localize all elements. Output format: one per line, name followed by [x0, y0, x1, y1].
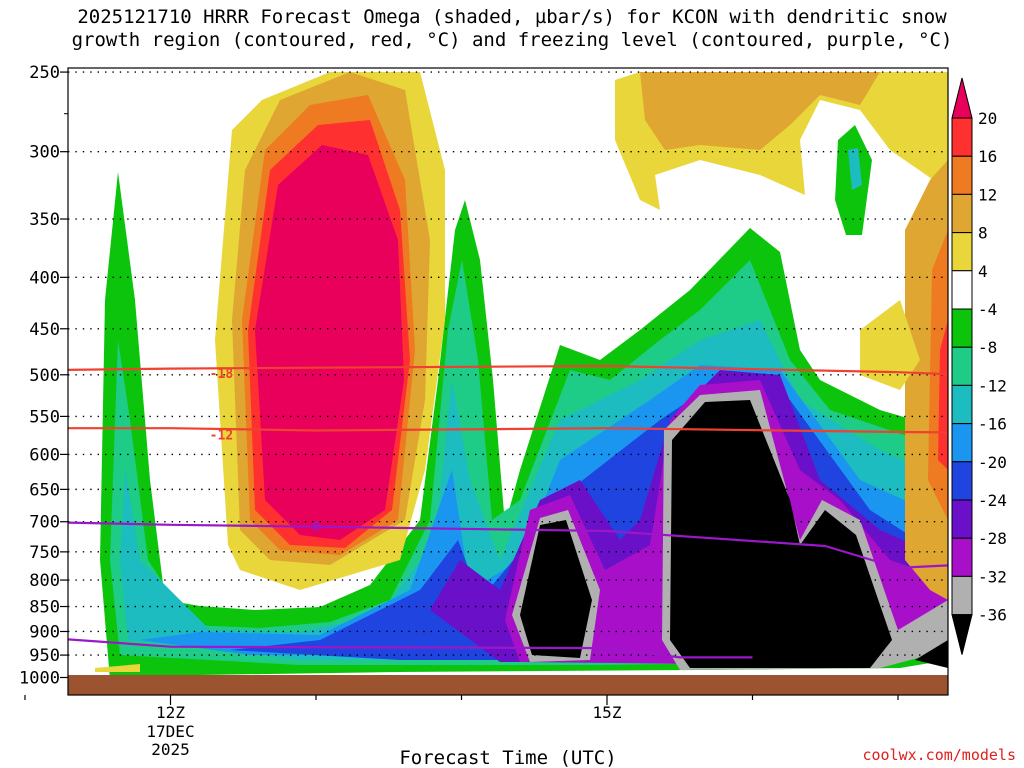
- y-tick-label-400: 400: [29, 268, 60, 288]
- freezing-level-contour: [68, 521, 948, 569]
- y-tick-label-850: 850: [29, 598, 60, 618]
- temperature-contours: -18-12-120: [68, 364, 948, 659]
- y-tick-label-450: 450: [29, 320, 60, 340]
- title-line-2: growth region (contoured, red, °C) and f…: [71, 29, 953, 51]
- time-axis: 12Z17DEC202515Z18Z21Z00Z18DEC03ZForecast…: [24, 695, 899, 768]
- omega-upper-neg-2: [848, 148, 862, 190]
- x-axis-label: Forecast Time (UTC): [399, 747, 616, 768]
- colorbar-label: -16: [978, 415, 1007, 434]
- colorbar-label: 12: [978, 185, 997, 204]
- y-tick-label-750: 750: [29, 543, 60, 563]
- colorbar-swatch: [951, 537, 973, 577]
- x-tick-label: 15Z: [593, 703, 622, 722]
- x-tick-year: 2025: [151, 740, 190, 759]
- dgz-isotherm--18: [68, 364, 948, 376]
- y-tick-label-250: 250: [29, 63, 60, 83]
- y-tick-label-650: 650: [29, 480, 60, 500]
- pressure-gridlines: [68, 71, 948, 679]
- colorbar-swatch: [951, 461, 973, 501]
- y-tick-label-500: 500: [29, 366, 60, 386]
- omega-sfc-pos: [95, 664, 140, 672]
- freezing-level-label: 0: [312, 520, 320, 535]
- colorbar-swatch: [951, 270, 973, 310]
- omega-upper-pos-8: [640, 72, 880, 150]
- colorbar-swatch: [951, 155, 973, 195]
- title-line-1: 2025121710 HRRR Forecast Omega (shaded, …: [77, 6, 947, 28]
- omega-upper-right-pos: [860, 300, 920, 390]
- omega-band-pos-20: [255, 145, 404, 540]
- colorbar-swatch: [951, 499, 973, 539]
- colorbar-label: -32: [978, 567, 1007, 586]
- omega-core--36b: [670, 400, 892, 668]
- dgz-label--18: -18: [210, 367, 234, 382]
- colorbar-swatch: [951, 575, 973, 616]
- y-tick-label-300: 300: [29, 143, 60, 163]
- dgz-isotherm--12: [68, 427, 948, 434]
- x-tick-label: 12Z: [156, 703, 185, 722]
- pressure-axis: 250 300 350 400 450 500 550 600 650 700 750 800 850 9…: [19, 63, 68, 689]
- colorbar-label: -20: [978, 453, 1007, 472]
- colorbar-label: 4: [978, 262, 988, 281]
- y-tick-label-700: 700: [29, 513, 60, 533]
- colorbar-swatch: [951, 77, 973, 119]
- omega-core--36a: [520, 520, 592, 658]
- colorbar-label: -4: [978, 300, 997, 319]
- freezing-level-contour-lower: [68, 638, 753, 659]
- credit-link[interactable]: coolwx.com/models: [862, 746, 1016, 764]
- terrain-surface: [68, 675, 948, 695]
- x-tick-date: 17DEC: [146, 722, 194, 741]
- y-tick-label-800: 800: [29, 571, 60, 591]
- colorbar-label: 8: [978, 224, 988, 243]
- colorbar-swatch: [951, 346, 973, 386]
- colorbar-swatch: [951, 117, 973, 157]
- y-tick-label-350: 350: [29, 210, 60, 230]
- y-tick-label-550: 550: [29, 407, 60, 427]
- colorbar-swatch: [951, 308, 973, 348]
- y-tick-label-950: 950: [29, 646, 60, 666]
- colorbar-swatch: [951, 614, 973, 655]
- colorbar-label: -28: [978, 529, 1007, 548]
- y-tick-label-600: 600: [29, 445, 60, 465]
- colorbar-label: 16: [978, 147, 997, 166]
- y-tick-label-900: 900: [29, 622, 60, 642]
- y-tick-label-1000: 1000: [19, 669, 60, 689]
- omega-core--36c: [915, 640, 948, 668]
- colorbar-label: -36: [978, 606, 1007, 625]
- colorbar-swatch: [951, 423, 973, 463]
- dgz-label--12: -12: [210, 428, 233, 443]
- omega-shaded-field: [95, 72, 948, 680]
- colorbar-swatch: [951, 193, 973, 234]
- colorbar-swatch: [951, 232, 973, 272]
- colorbar-label: -8: [978, 338, 997, 357]
- colorbar-label: 20: [978, 109, 997, 128]
- colorbar-swatch: [951, 384, 973, 425]
- colorbar: 20 16 12 8 4 -4 -8 -12 -16 -20 -24 -28 -32 -36: [951, 77, 1007, 655]
- colorbar-label: -12: [978, 376, 1007, 395]
- plot-frame: [67, 67, 949, 696]
- colorbar-label: -24: [978, 491, 1007, 510]
- chart-title: 2025121710 HRRR Forecast Omega (shaded, …: [0, 6, 1024, 52]
